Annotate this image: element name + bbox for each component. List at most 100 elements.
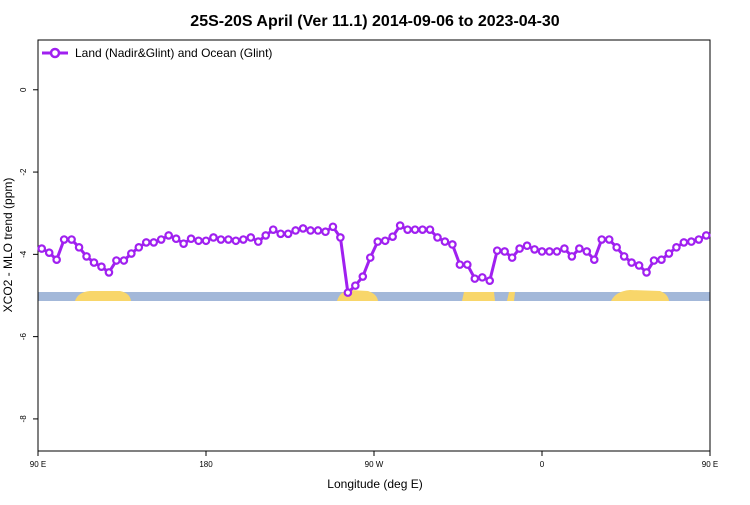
data-point	[313, 226, 323, 235]
data-point	[134, 243, 144, 252]
data-point	[537, 247, 547, 256]
x-tick-label: 90 W	[365, 460, 384, 469]
data-point	[37, 244, 47, 253]
data-point	[582, 247, 592, 256]
data-point	[522, 241, 532, 251]
data-point	[156, 235, 166, 244]
data-point	[425, 225, 435, 234]
data-point	[687, 237, 696, 246]
data-point	[530, 245, 539, 254]
data-point	[336, 233, 345, 242]
data-point	[492, 246, 502, 255]
data-point	[164, 231, 173, 240]
data-point	[276, 229, 285, 239]
data-point	[380, 236, 390, 246]
data-point	[545, 247, 554, 256]
data-point	[560, 244, 569, 253]
data-point	[410, 225, 420, 234]
data-point	[112, 256, 121, 265]
chart-title: 25S-20S April (Ver 11.1) 2014-09-06 to 2…	[190, 13, 560, 30]
x-tick-label: 0	[540, 460, 545, 469]
data-point	[440, 237, 450, 246]
land-patch	[337, 290, 378, 301]
data-point	[388, 232, 397, 241]
data-point	[179, 239, 188, 248]
data-point	[627, 258, 636, 267]
data-point	[351, 281, 360, 290]
data-point	[619, 252, 629, 261]
data-point	[52, 255, 61, 264]
data-point	[634, 261, 644, 270]
data-point	[253, 237, 263, 246]
data-point	[261, 231, 271, 240]
data-point	[171, 234, 181, 244]
data-point	[89, 258, 99, 267]
data-point	[186, 234, 196, 244]
data-point	[604, 235, 614, 244]
data-point	[209, 233, 218, 242]
data-point	[44, 248, 54, 257]
data-point	[224, 235, 233, 244]
data-point	[127, 249, 136, 258]
data-point	[679, 238, 689, 247]
data-point	[67, 235, 76, 244]
data-point	[231, 236, 241, 246]
data-point	[201, 236, 211, 246]
data-point	[328, 222, 338, 232]
y-tick-label: -2	[19, 168, 28, 176]
data-point	[149, 238, 159, 247]
data-point	[463, 260, 472, 269]
data-point	[642, 268, 651, 277]
data-point	[291, 226, 300, 235]
data-point	[507, 253, 517, 262]
data-point	[657, 255, 666, 264]
land-patch	[462, 292, 495, 301]
land-patch	[507, 292, 515, 301]
data-point	[403, 225, 412, 234]
y-axis-label: XCO2 - MLO trend (ppm)	[1, 178, 15, 313]
data-point	[74, 243, 84, 252]
data-point	[500, 247, 509, 256]
y-tick-label: -8	[19, 415, 28, 423]
data-point	[283, 229, 293, 239]
y-tick-label: -6	[19, 333, 28, 341]
data-point	[701, 231, 711, 240]
data-point	[567, 252, 577, 261]
data-point	[694, 235, 704, 244]
land-patch	[611, 290, 669, 301]
data-point	[246, 233, 256, 242]
data-point	[119, 256, 129, 265]
y-tick-label: -4	[19, 250, 28, 258]
x-axis-label: Longitude (deg E)	[327, 477, 422, 491]
data-point	[141, 238, 151, 247]
legend-label: Land (Nadir&Glint) and Ocean (Glint)	[75, 46, 272, 60]
data-point	[597, 235, 607, 244]
data-point	[589, 255, 599, 264]
data-point	[343, 288, 353, 297]
data-point	[306, 226, 315, 235]
data-point	[239, 235, 248, 244]
data-point	[455, 260, 465, 269]
data-point	[672, 243, 681, 252]
data-point	[575, 244, 584, 253]
data-point	[470, 274, 480, 283]
data-point	[477, 273, 487, 282]
data-point	[194, 236, 203, 246]
data-point	[664, 249, 674, 258]
data-point	[298, 224, 308, 233]
data-point	[104, 268, 114, 277]
data-point	[395, 221, 405, 230]
x-tick-label: 180	[199, 460, 213, 469]
data-point	[268, 225, 278, 234]
data-point	[365, 253, 375, 262]
data-point	[358, 272, 368, 281]
land-ocean-band	[38, 290, 710, 301]
data-point	[373, 237, 383, 246]
data-point	[216, 235, 226, 244]
legend-marker	[49, 47, 61, 59]
x-tick-label: 90 E	[702, 460, 718, 469]
data-point	[515, 244, 524, 253]
data-point	[485, 276, 495, 285]
data-point	[649, 256, 659, 265]
